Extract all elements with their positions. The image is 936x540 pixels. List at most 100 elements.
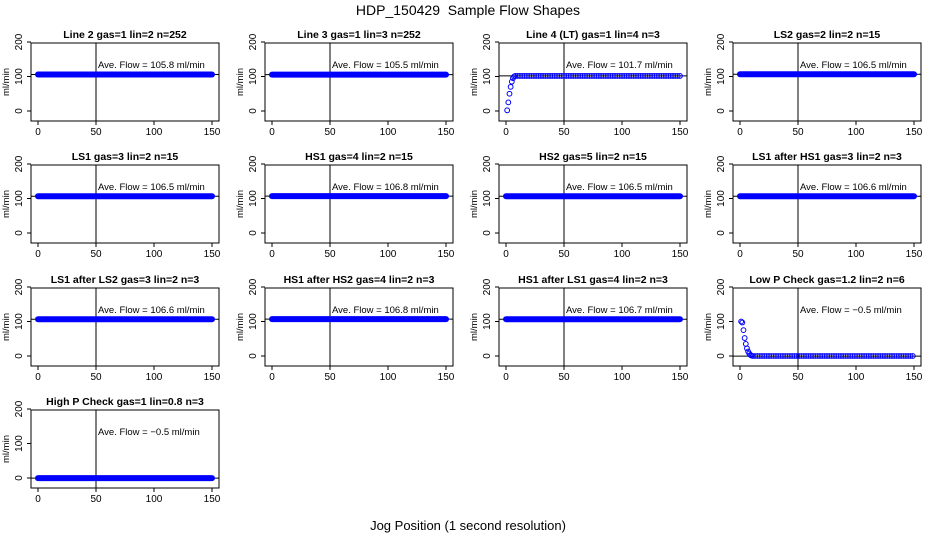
x-tick-label: 0 [269, 249, 275, 260]
y-tick-label: 200 [14, 278, 25, 295]
plot-box [732, 164, 922, 244]
y-tick-label: 200 [14, 400, 25, 417]
data-point [506, 90, 513, 97]
x-tick-label: 100 [848, 372, 865, 383]
plot-box [264, 42, 454, 122]
y-tick-label: 200 [482, 33, 493, 50]
x-tick-label: 100 [380, 127, 397, 138]
y-tick-label: 200 [482, 155, 493, 172]
data-point [740, 327, 747, 334]
plot-box [264, 164, 454, 244]
y-tick-label: 100 [14, 190, 25, 207]
y-tick-label: 0 [482, 230, 493, 236]
panel-title: Low P Check gas=1.2 lin=2 n=6 [749, 274, 904, 286]
x-tick-label: 50 [90, 249, 102, 260]
x-tick-label: 50 [324, 127, 336, 138]
y-tick-label: 100 [482, 190, 493, 207]
x-tick-label: 50 [792, 372, 804, 383]
y-tick-label: 0 [248, 353, 259, 359]
y-tick-label: 200 [716, 155, 727, 172]
y-tick-label: 0 [716, 353, 727, 359]
plot-box [732, 287, 922, 367]
y-tick-label: 0 [14, 475, 25, 481]
x-tick-label: 150 [204, 249, 221, 260]
panel-1: Line 2 gas=1 lin=2 n=252 0 50 100 150 0 100 200… [1, 29, 221, 138]
x-axis-title: Jog Position (1 second resolution) [370, 518, 566, 533]
x-tick-label: 0 [35, 249, 41, 260]
data-point [907, 353, 914, 359]
y-tick-label: 0 [248, 230, 259, 236]
x-tick-label: 50 [90, 372, 102, 383]
data-point [507, 83, 514, 90]
panel-title: LS1 after HS1 gas=3 lin=2 n=3 [752, 151, 902, 163]
x-tick-label: 100 [614, 249, 631, 260]
x-tick-label: 0 [35, 372, 41, 383]
x-tick-label: 150 [672, 127, 689, 138]
x-tick-label: 0 [503, 127, 509, 138]
y-axis-label: ml/min [1, 435, 12, 463]
x-tick-label: 50 [324, 372, 336, 383]
y-axis-label: ml/min [1, 190, 12, 218]
data-point [738, 318, 745, 325]
y-tick-label: 200 [248, 33, 259, 50]
y-tick-label: 100 [716, 68, 727, 85]
y-axis-label: ml/min [235, 313, 246, 341]
y-tick-label: 100 [482, 313, 493, 330]
x-tick-label: 0 [269, 372, 275, 383]
average-flow-annotation: Ave. Flow = −0.5 ml/min [800, 305, 902, 316]
average-flow-annotation: Ave. Flow = 101.7 ml/min [566, 60, 673, 71]
panel-7: HS2 gas=5 lin=2 n=15 0 50 100 150 0 100 200 ml/m… [469, 151, 689, 260]
panel-12: Low P Check gas=1.2 lin=2 n=6 0 50 100 150 0 1… [703, 274, 923, 383]
x-tick-label: 150 [204, 494, 221, 505]
panel-5: LS1 gas=3 lin=2 n=15 0 50 100 150 0 100 200 ml/m… [1, 151, 221, 260]
y-axis-label: ml/min [703, 313, 714, 341]
x-tick-label: 50 [558, 249, 570, 260]
panel-title: HS1 gas=4 lin=2 n=15 [305, 151, 413, 163]
y-axis-label: ml/min [703, 68, 714, 96]
y-axis-label: ml/min [1, 313, 12, 341]
x-tick-label: 100 [614, 372, 631, 383]
y-tick-label: 0 [482, 353, 493, 359]
plot-box [498, 164, 688, 244]
x-tick-label: 50 [558, 372, 570, 383]
y-tick-label: 100 [248, 190, 259, 207]
x-tick-label: 150 [438, 372, 455, 383]
page-title: HDP_150429 Sample Flow Shapes [355, 2, 581, 18]
average-flow-annotation: Ave. Flow = 106.5 ml/min [800, 60, 907, 71]
panel-11: HS1 after LS1 gas=4 lin=2 n=3 0 50 100 150 0 1… [469, 274, 689, 383]
y-tick-label: 200 [14, 155, 25, 172]
data-point [744, 345, 750, 352]
panel-title: Line 2 gas=1 lin=2 n=252 [63, 29, 187, 41]
x-tick-label: 0 [737, 127, 743, 138]
y-axis-label: ml/min [469, 313, 480, 341]
data-point [505, 99, 512, 106]
y-tick-label: 200 [716, 278, 727, 295]
y-tick-label: 0 [14, 353, 25, 359]
x-tick-label: 100 [614, 127, 631, 138]
average-flow-annotation: Ave. Flow = 105.8 ml/min [98, 60, 205, 71]
y-axis-label: ml/min [469, 190, 480, 218]
y-tick-label: 200 [248, 155, 259, 172]
panel-title: LS1 gas=3 lin=2 n=15 [72, 151, 179, 163]
panel-3: Line 4 (LT) gas=1 lin=4 n=3 0 50 100 150 0 100… [469, 29, 689, 138]
y-tick-label: 100 [482, 68, 493, 85]
y-tick-label: 0 [248, 108, 259, 114]
data-point [677, 73, 683, 79]
data-point [741, 335, 748, 341]
x-tick-label: 100 [146, 249, 163, 260]
panel-title: Line 4 (LT) gas=1 lin=4 n=3 [526, 29, 660, 41]
x-tick-label: 50 [90, 494, 102, 505]
x-tick-label: 100 [146, 127, 163, 138]
x-tick-label: 50 [324, 249, 336, 260]
plot-box [30, 42, 220, 122]
data-point [909, 353, 916, 359]
average-flow-annotation: Ave. Flow = 106.5 ml/min [566, 182, 673, 193]
y-tick-label: 100 [14, 313, 25, 330]
x-tick-label: 0 [503, 249, 509, 260]
x-tick-label: 150 [906, 372, 923, 383]
x-tick-label: 0 [269, 127, 275, 138]
panel-8: LS1 after HS1 gas=3 lin=2 n=3 0 50 100 150 0 1… [703, 151, 923, 260]
plot-box [732, 42, 922, 122]
y-tick-label: 100 [248, 68, 259, 85]
x-tick-label: 100 [848, 127, 865, 138]
